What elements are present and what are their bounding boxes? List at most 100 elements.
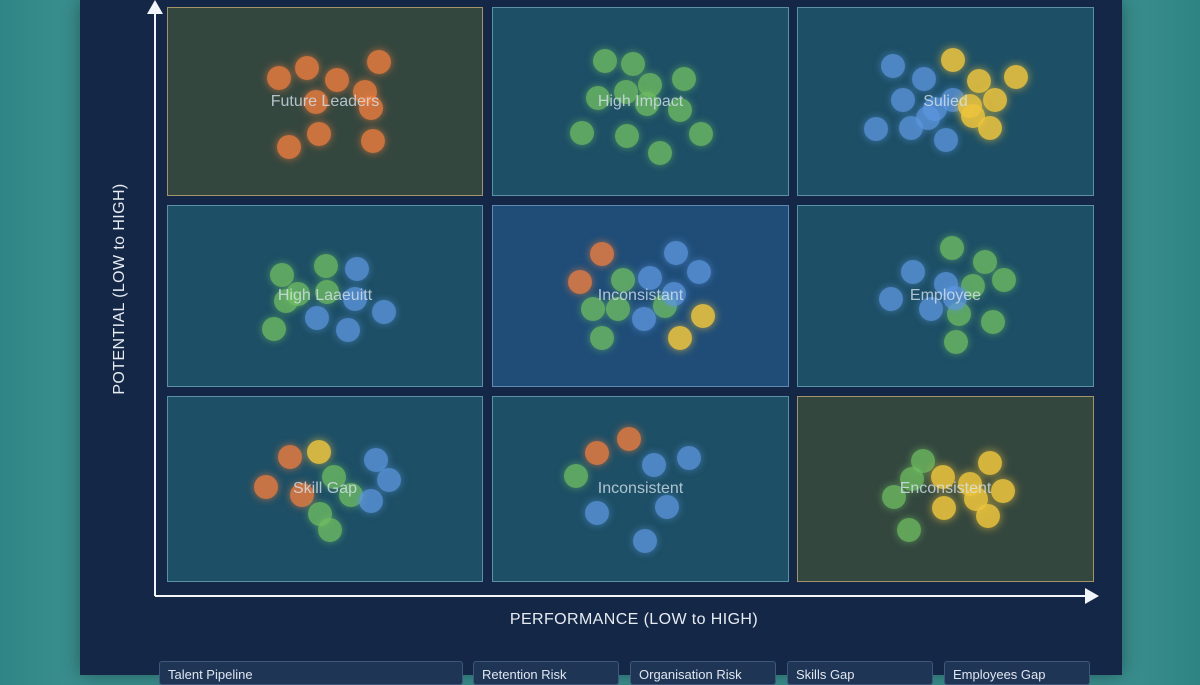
employee-dot xyxy=(879,287,903,311)
employee-dot xyxy=(307,440,331,464)
employee-dot xyxy=(891,88,915,112)
cell-label: Inconsistent xyxy=(597,480,684,497)
employee-dot xyxy=(983,88,1007,112)
cell-label: Skill Gap xyxy=(292,480,358,497)
employee-dot xyxy=(655,495,679,519)
employee-dot xyxy=(668,326,692,350)
cell-skill-gap: Skill Gap xyxy=(167,396,483,582)
employee-dot xyxy=(270,263,294,287)
employee-dot xyxy=(931,465,955,489)
employee-dot xyxy=(318,518,342,542)
employee-dot xyxy=(570,121,594,145)
employee-dot xyxy=(254,475,278,499)
employee-dot xyxy=(325,68,349,92)
employee-dot xyxy=(662,282,686,306)
cell-future-leaders: Future Leaders xyxy=(167,7,483,196)
employee-dot xyxy=(941,48,965,72)
employee-dot xyxy=(615,124,639,148)
cell-label: Employee xyxy=(909,287,982,304)
employee-dot xyxy=(642,453,666,477)
employee-dot xyxy=(585,441,609,465)
employee-dot xyxy=(687,260,711,284)
employee-dot xyxy=(691,304,715,328)
employee-dot xyxy=(315,280,339,304)
cell-inconsistant: Inconsistant xyxy=(492,205,789,387)
employee-dot xyxy=(934,128,958,152)
employee-dot xyxy=(976,504,1000,528)
employee-dot xyxy=(638,266,662,290)
employee-dot xyxy=(304,90,328,114)
employee-dot xyxy=(881,54,905,78)
cell-label: High Impact xyxy=(597,92,684,110)
employee-dot xyxy=(635,92,659,116)
employee-dot xyxy=(992,268,1016,292)
cell-enconsistent: Enconsistent xyxy=(797,396,1094,582)
employee-dot xyxy=(1004,65,1028,89)
cell-label: Inconsistant xyxy=(597,287,684,304)
employee-dot xyxy=(568,270,592,294)
employee-dot xyxy=(916,106,940,130)
employee-dot xyxy=(322,465,346,489)
employee-dot xyxy=(367,50,391,74)
employee-dot xyxy=(564,464,588,488)
tab-skills-gap[interactable]: Skills Gap xyxy=(787,661,933,685)
employee-dot xyxy=(267,66,291,90)
employee-dot xyxy=(581,297,605,321)
employee-dot xyxy=(314,254,338,278)
employee-dot xyxy=(897,518,921,542)
cell-inconsistent: Inconsistent xyxy=(492,396,789,582)
employee-dot xyxy=(617,427,641,451)
employee-dot xyxy=(606,297,630,321)
employee-dot xyxy=(377,468,401,492)
cell-sulied: Sulied xyxy=(797,7,1094,196)
cell-label: Enconsistent xyxy=(899,480,992,497)
employee-dot xyxy=(343,287,367,311)
employee-dot xyxy=(586,86,610,110)
employee-dot xyxy=(991,479,1015,503)
employee-dot xyxy=(932,496,956,520)
employee-dot xyxy=(290,483,314,507)
employee-dot xyxy=(677,446,701,470)
employee-dot xyxy=(978,116,1002,140)
employee-dot xyxy=(593,49,617,73)
tab-employees-gap[interactable]: Employees Gap xyxy=(944,661,1090,685)
employee-dot xyxy=(912,67,936,91)
employee-dot xyxy=(590,242,614,266)
employee-dot xyxy=(585,501,609,525)
employee-dot xyxy=(359,489,383,513)
x-axis-label: PERFORMANCE (LOW to HIGH) xyxy=(509,611,759,628)
employee-dot xyxy=(345,257,369,281)
employee-dot xyxy=(359,96,383,120)
employee-dot xyxy=(632,307,656,331)
employee-dot xyxy=(633,529,657,553)
employee-dot xyxy=(882,485,906,509)
employee-dot xyxy=(611,268,635,292)
employee-dot xyxy=(278,445,302,469)
cell-high-laaeuitt: High Laaeuitt xyxy=(167,205,483,387)
employee-dot xyxy=(336,318,360,342)
employee-dot xyxy=(978,451,1002,475)
employee-dot xyxy=(307,122,331,146)
employee-dot xyxy=(648,141,672,165)
employee-dot xyxy=(944,330,968,354)
employee-dot xyxy=(277,135,301,159)
y-axis-label: POTENTIAL (LOW to HIGH) xyxy=(111,183,128,395)
employee-dot xyxy=(286,282,310,306)
employee-dot xyxy=(664,241,688,265)
employee-dot xyxy=(305,306,329,330)
employee-dot xyxy=(668,98,692,122)
cell-employee: Employee xyxy=(797,205,1094,387)
employee-dot xyxy=(864,117,888,141)
tab-retention-risk[interactable]: Retention Risk xyxy=(473,661,619,685)
tab-organisation-risk[interactable]: Organisation Risk xyxy=(630,661,776,685)
employee-dot xyxy=(940,236,964,260)
employee-dot xyxy=(900,467,924,491)
employee-dot xyxy=(943,286,967,310)
cell-label: Future Leaders xyxy=(270,92,380,110)
cell-label: Sulied xyxy=(923,92,968,110)
employee-dot xyxy=(689,122,713,146)
employee-dot xyxy=(361,129,385,153)
employee-dot xyxy=(973,250,997,274)
employee-dot xyxy=(621,52,645,76)
tab-talent-pipeline[interactable]: Talent Pipeline xyxy=(159,661,463,685)
